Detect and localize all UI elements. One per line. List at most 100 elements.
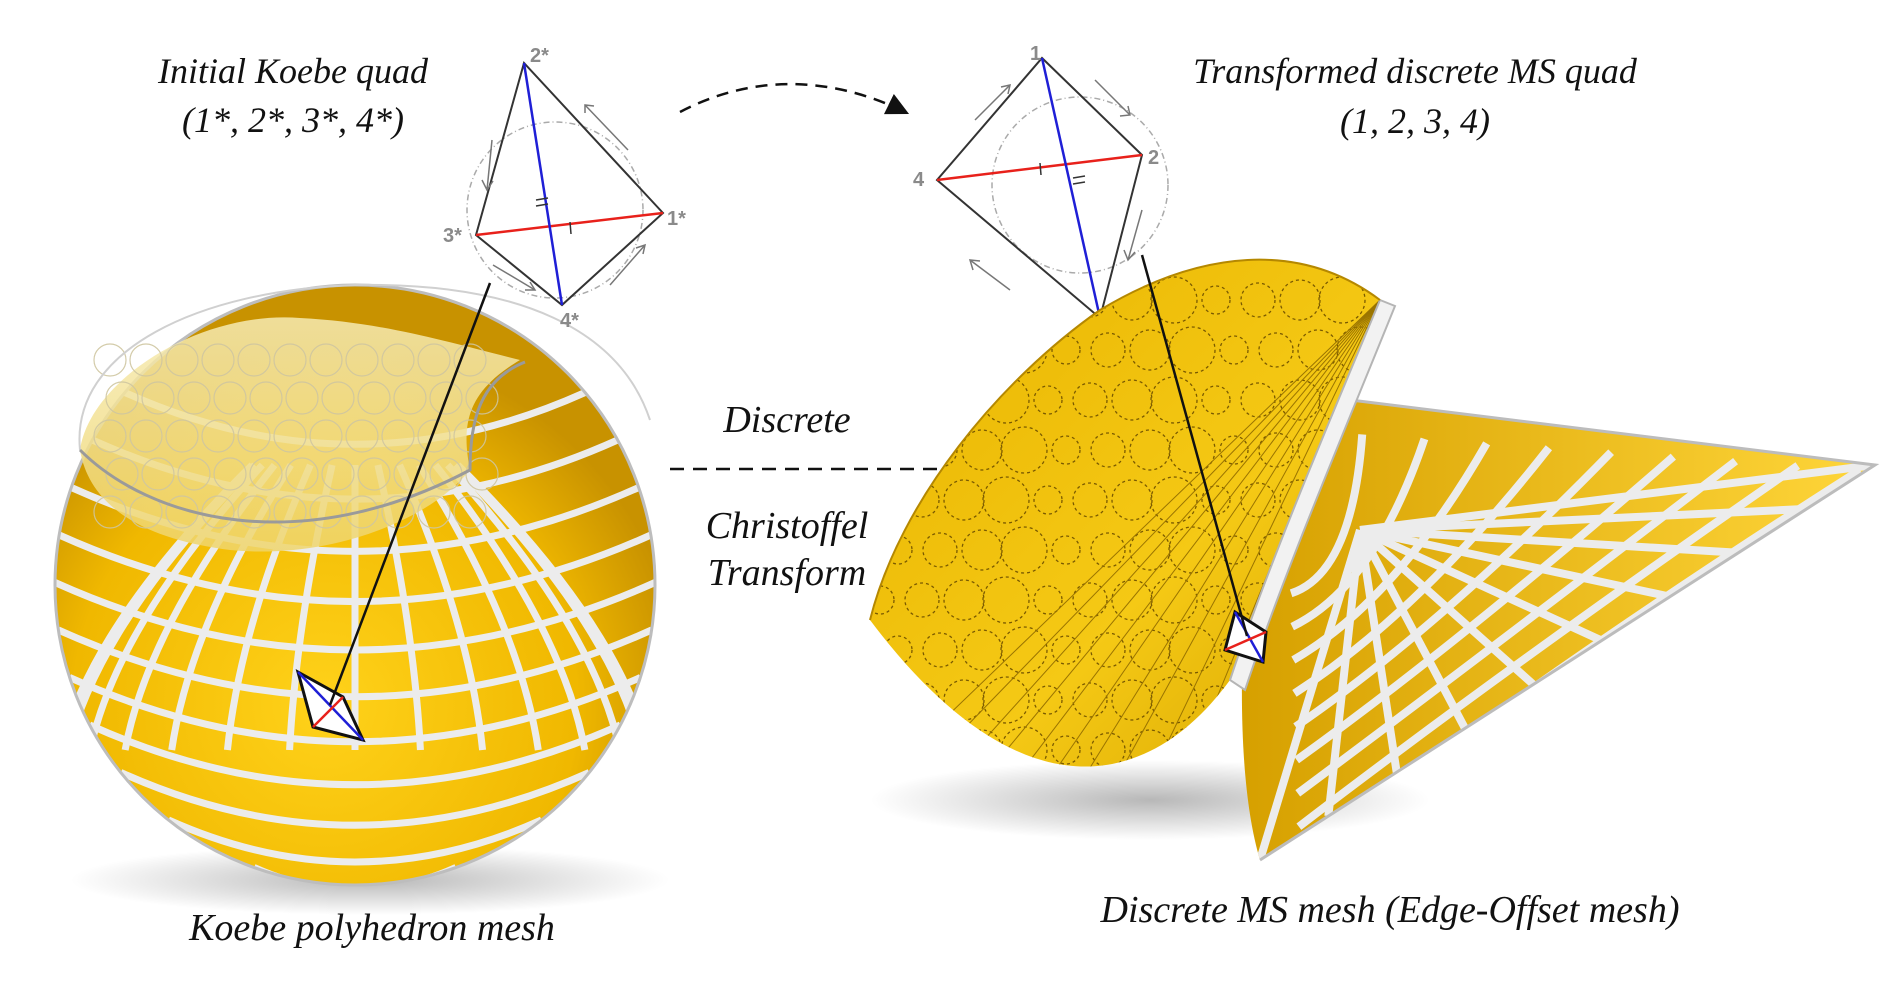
cap-circle [453, 343, 487, 377]
initial-quad-title: Initial Koebe quad [157, 51, 429, 91]
cap-circle [273, 343, 307, 377]
leaf-circle [1201, 485, 1231, 515]
cap-circle [285, 381, 319, 415]
cap-circle [357, 457, 391, 491]
leaf-circle [870, 685, 895, 715]
leaf-circle [1219, 435, 1249, 465]
leaf-circle [922, 732, 958, 767]
leaf-circle [1090, 432, 1126, 468]
wing-arc-line [1294, 453, 1676, 764]
cap-circle [273, 419, 307, 453]
leaf-circle [943, 279, 985, 321]
sphere-meridian-line [432, 462, 589, 751]
right-mesh-caption: Discrete MS mesh (Edge-Offset mesh) [1100, 889, 1680, 931]
leaf-circle [1150, 576, 1198, 624]
leaf-circle [1219, 535, 1249, 565]
cap-circle [237, 419, 271, 453]
leaf-circle [982, 576, 1030, 624]
leaf-circle [943, 379, 985, 421]
leaf-circle [1150, 376, 1198, 424]
sphere-cap-rim [78, 283, 651, 451]
sphere-pointer-line [328, 282, 492, 706]
cap-circle [417, 495, 451, 529]
cap-circle [201, 343, 235, 377]
transformed-quad-title: Transformed discrete MS quad [1193, 51, 1638, 91]
wing-radial-line [1356, 528, 1469, 731]
leaf-circle [1000, 426, 1048, 474]
wing-arc-line [1289, 434, 1367, 598]
ms-diag-blue [1040, 57, 1102, 319]
koebe-quad-diagram: 2* 1* 3* 4* [443, 45, 686, 332]
leaf-grid-line [894, 299, 1380, 767]
ms-highlight-quad [1223, 609, 1268, 664]
ms-label-1: 1 [1030, 43, 1041, 65]
cap-circle [309, 495, 343, 529]
cap-circle [393, 381, 427, 415]
cap-circle [213, 457, 247, 491]
cap-circle [381, 419, 415, 453]
cap-circle [165, 419, 199, 453]
cap-circle [285, 457, 319, 491]
wing-arc-line [1295, 457, 1738, 797]
koebe-incircle [466, 121, 644, 299]
leaf-circle [961, 629, 1003, 671]
leaf-circle [1150, 276, 1198, 324]
leaf-circle [1240, 282, 1276, 318]
transform-label-discrete: Discrete [722, 399, 850, 441]
ms-pointer-line [1140, 254, 1249, 637]
leaf-circle [1000, 726, 1048, 767]
cap-circle [309, 343, 343, 377]
ms-mesh [869, 254, 1880, 862]
ms-incircle [991, 96, 1169, 274]
leaf-circle [1090, 332, 1126, 368]
leaf-circle [1168, 526, 1216, 574]
leaf-circle [883, 735, 913, 765]
leaf-circle [1201, 285, 1231, 315]
cap-circle [465, 457, 499, 491]
koebe-label-2star: 2* [530, 45, 549, 67]
ms-label-4: 4 [913, 169, 925, 191]
wing-arc-line [1292, 445, 1553, 697]
leaf-grid-line [929, 299, 1380, 767]
cap-circle [105, 457, 139, 491]
leaf-circle [904, 682, 940, 718]
wing-arc-line [1291, 441, 1491, 664]
leaf-circle [1258, 332, 1294, 368]
transform-label-christoffel: Christoffel [706, 505, 869, 547]
leaf-circle [1150, 676, 1198, 724]
leaf-circle [1051, 435, 1081, 465]
koebe-sphere-mesh [53, 282, 670, 915]
leaf-circle [904, 582, 940, 618]
koebe-label-1star: 1* [667, 208, 686, 230]
cap-circle [357, 381, 391, 415]
cap-circle [249, 457, 283, 491]
sphere-cut-edge [78, 360, 526, 524]
leaf-circle [1150, 476, 1198, 524]
leaf-circle [1111, 479, 1153, 521]
koebe-diag-blue [522, 62, 564, 306]
cap-circle [417, 343, 451, 377]
leaf-circle [883, 435, 913, 465]
leaf-grid-line [1104, 299, 1380, 767]
cap-circle [201, 495, 235, 529]
koebe-quad [474, 61, 665, 307]
leaf-grid-line [1069, 299, 1380, 767]
leaf-circle [922, 332, 958, 368]
cap-circle [93, 495, 127, 529]
cap-circle [393, 457, 427, 491]
cap-circle [249, 381, 283, 415]
leaf-circle [982, 676, 1030, 724]
leaf-circle [1201, 585, 1231, 615]
cap-circle [177, 381, 211, 415]
leaf-grid-line [1139, 299, 1380, 767]
sphere-meridian-line [445, 462, 624, 751]
ms-label-2: 2 [1148, 147, 1159, 169]
wing-arc-line [1296, 462, 1801, 830]
cap-circle [345, 495, 379, 529]
leaf-circle [982, 376, 1030, 424]
leaf-circle [922, 632, 958, 668]
leaf-circle [870, 485, 895, 515]
cap-circle [321, 457, 355, 491]
leaf-circle [1072, 682, 1108, 718]
